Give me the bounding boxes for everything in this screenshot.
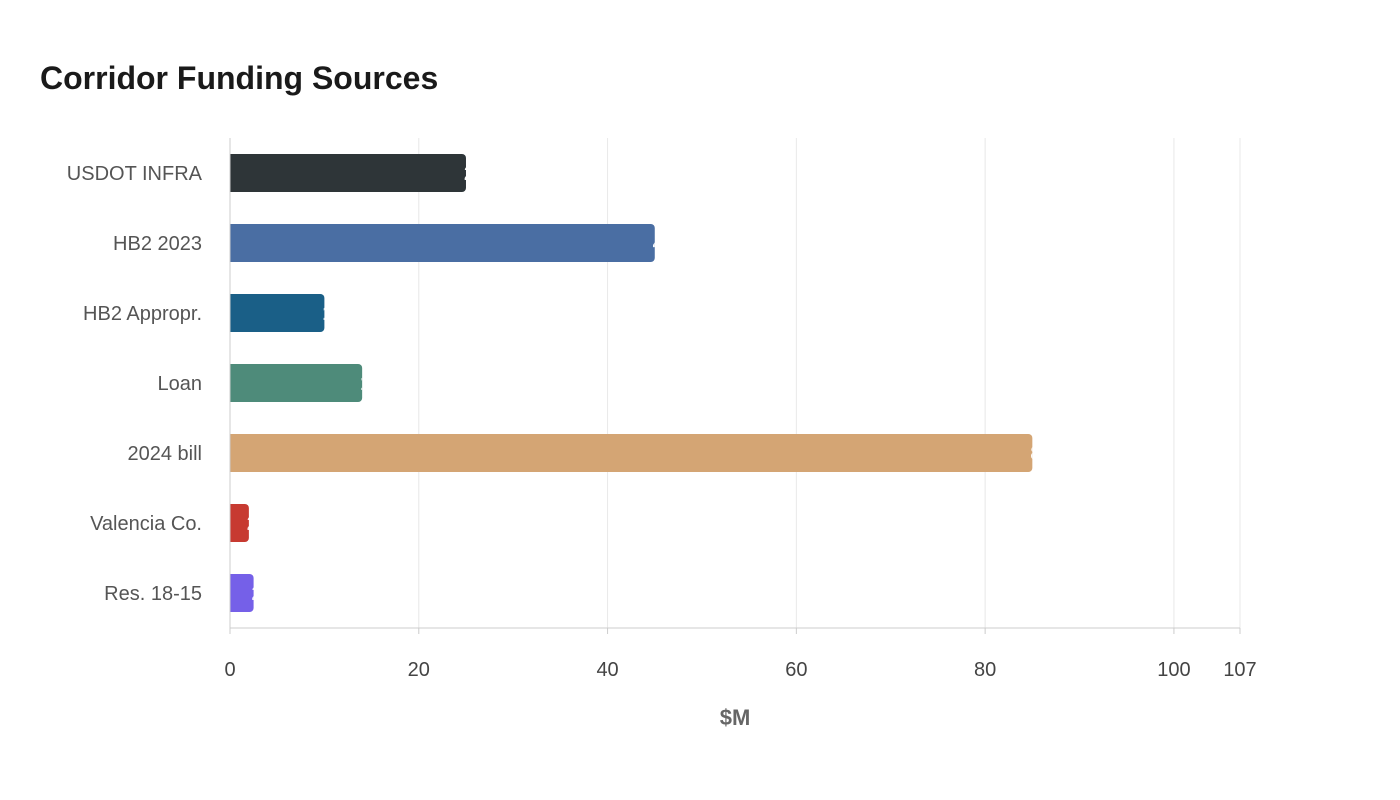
bar-value-label: 10	[322, 303, 344, 325]
x-tick-label: 80	[974, 659, 996, 681]
x-tick-label: 100	[1157, 659, 1190, 681]
bar	[230, 574, 254, 612]
category-label: HB2 2023	[113, 233, 202, 255]
category-label: 2024 bill	[127, 443, 202, 465]
bar	[230, 364, 363, 402]
bar-value-label: 25	[464, 163, 486, 185]
bar	[230, 504, 249, 542]
bar	[230, 224, 655, 262]
bar-value-label: 45	[653, 233, 675, 255]
category-label: Res. 18-15	[104, 583, 202, 605]
x-tick-label: 60	[785, 659, 807, 681]
bar-value-label: 2	[247, 513, 258, 535]
category-label: HB2 Appropr.	[83, 303, 202, 325]
x-tick-label: 20	[408, 659, 430, 681]
category-label: USDOT INFRA	[67, 163, 203, 185]
bar	[230, 434, 1033, 472]
grid-lines	[229, 138, 1241, 634]
x-tick-label: 107	[1223, 659, 1256, 681]
category-labels: USDOT INFRA HB2 2023 HB2 Appropr. Loan 2024 …	[67, 163, 203, 605]
bar	[230, 154, 466, 192]
axes	[229, 138, 1240, 629]
x-tick-labels: 0 20 40 60 80 100 107	[224, 659, 1256, 681]
x-axis-title: $M	[720, 705, 751, 730]
category-label: Valencia Co.	[90, 513, 202, 535]
category-label: Loan	[158, 373, 203, 395]
x-tick-label: 0	[224, 659, 235, 681]
bar-value-label: 85	[1030, 443, 1052, 465]
bar-value-label: 14	[360, 373, 383, 395]
x-tick-label: 40	[596, 659, 618, 681]
bar	[230, 294, 325, 332]
bars: 25 45 10 14 85 2 2.5	[230, 154, 1052, 612]
bar-value-label: 2.5	[252, 583, 280, 605]
chart-title: Corridor Funding Sources	[40, 60, 439, 96]
